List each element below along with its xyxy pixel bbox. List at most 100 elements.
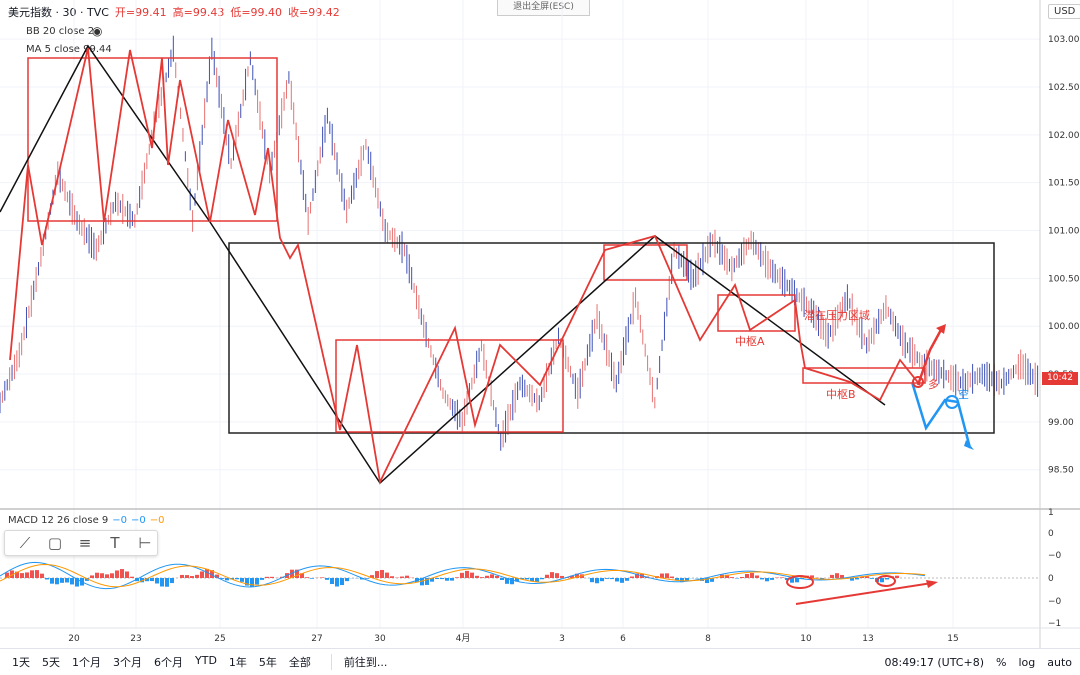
macd-legend: MACD 12 26 close 9 −0 −0 −0 <box>8 515 165 526</box>
macd-histogram-bar <box>345 578 349 582</box>
text-tool-icon[interactable]: T <box>110 534 120 552</box>
macd-histogram-bar <box>795 578 799 583</box>
range-button-4[interactable]: 6个月 <box>154 656 183 669</box>
macd-histogram-bar <box>200 571 204 578</box>
macd-histogram-bar <box>190 576 194 578</box>
x-tick-label: 13 <box>862 634 873 644</box>
x-tick-label: 27 <box>311 634 322 644</box>
macd-histogram-bar <box>835 573 839 578</box>
macd-histogram-bar <box>335 578 339 587</box>
high-value: 高=99.43 <box>172 6 225 19</box>
goto-date-button[interactable]: 前往到... <box>330 654 387 670</box>
macd-histogram-bar <box>725 574 729 578</box>
range-button-8[interactable]: 全部 <box>288 656 311 669</box>
macd-histogram-bar <box>215 574 219 578</box>
macd-histogram-bar <box>730 577 734 578</box>
macd-histogram-bar <box>290 569 294 578</box>
macd-histogram-bar <box>385 572 389 578</box>
macd-histogram-bar <box>575 573 579 578</box>
macd-histogram-bar <box>865 576 869 578</box>
trendline-tool-icon[interactable]: ⟋ <box>19 534 31 552</box>
symbol-label[interactable]: 美元指数 · 30 · TVC <box>8 6 109 19</box>
rectangle-tool-icon[interactable]: ▢ <box>47 534 63 552</box>
macd-histogram-bar <box>780 577 784 578</box>
low-value: 低=99.40 <box>230 6 283 19</box>
y-tick-label: 100.50 <box>1048 274 1080 284</box>
macd-histogram-bar <box>225 578 229 581</box>
macd-histogram-bar <box>35 570 39 578</box>
macd-histogram-bar <box>525 578 529 580</box>
macd-histogram-bar <box>635 573 639 578</box>
x-tick-label: 20 <box>68 634 80 644</box>
bb-indicator-label[interactable]: BB 20 close 2 <box>26 26 95 37</box>
percent-toggle[interactable]: % <box>996 655 1007 669</box>
macd-histogram-bar <box>665 573 669 578</box>
macd-histogram-bar <box>50 578 54 584</box>
macd-histogram-bar <box>40 573 44 578</box>
macd-histogram-bar <box>550 572 554 578</box>
macd-histogram-bar <box>790 578 794 583</box>
macd-histogram-bar <box>590 578 594 583</box>
range-button-7[interactable]: 5年 <box>258 656 277 669</box>
macd-tick-label: 0 <box>1048 574 1054 584</box>
exit-fullscreen-button[interactable]: 退出全屏(ESC) <box>497 0 590 16</box>
clock: 08:49:17 (UTC+8) <box>884 655 984 669</box>
range-button-6[interactable]: 1年 <box>228 656 247 669</box>
range-button-1[interactable]: 5天 <box>42 656 60 669</box>
range-button-0[interactable]: 1天 <box>12 656 30 669</box>
macd-histogram-bar <box>145 578 149 582</box>
y-tick-label: 102.50 <box>1048 83 1080 93</box>
macd-histogram-bar <box>125 571 129 578</box>
macd-histogram-bar <box>625 578 629 581</box>
x-tick-label: 3 <box>559 634 565 644</box>
macd-histogram-bar <box>860 576 864 578</box>
macd-histogram-bar <box>480 577 484 578</box>
auto-toggle[interactable]: auto <box>1047 655 1072 669</box>
range-button-3[interactable]: 3个月 <box>113 656 142 669</box>
macd-histogram-bar <box>870 578 874 579</box>
eye-icon[interactable]: ◉ <box>92 24 103 38</box>
macd-histogram-bar <box>750 573 754 578</box>
macd-histogram-bar <box>560 575 564 578</box>
macd-histogram-bar <box>630 576 634 578</box>
x-tick-label: 15 <box>947 634 958 644</box>
macd-histogram-bar <box>830 574 834 578</box>
macd-histogram-bar <box>535 578 539 582</box>
macd-histogram-bar <box>885 578 889 580</box>
macd-arrow-head <box>926 580 938 588</box>
currency-button[interactable]: USD <box>1048 4 1080 19</box>
long-arrow-head <box>936 324 946 334</box>
macd-histogram-bar <box>810 575 814 578</box>
log-toggle[interactable]: log <box>1018 655 1036 669</box>
macd-histogram-bar <box>760 578 764 580</box>
macd-histogram-bar <box>65 578 69 583</box>
ma-indicator-label[interactable]: MA 5 close 99.44 <box>26 44 112 55</box>
y-tick-label: 103.00 <box>1048 35 1080 45</box>
macd-histogram-bar <box>195 574 199 578</box>
macd-histogram-bar <box>670 576 674 578</box>
long-entry-circle <box>912 376 924 388</box>
fib-tool-icon[interactable]: ≡ <box>78 534 92 552</box>
x-tick-label: 23 <box>130 634 141 644</box>
macd-histogram-bar <box>450 578 454 581</box>
pivot-a-label: 中枢A <box>735 334 765 348</box>
macd-histogram-bar <box>210 570 214 578</box>
macd-histogram-bar <box>600 578 604 582</box>
macd-histogram-bar <box>465 570 469 578</box>
short-label: 空 <box>958 387 969 401</box>
bottom-toolbar: 1天 5天 1个月 3个月 6个月 YTD 1年 5年 全部 前往到... 08:49:17 (… <box>0 648 1080 675</box>
macd-histogram-bar <box>880 578 884 583</box>
macd-histogram-bar <box>270 576 274 578</box>
macd-histogram-bar <box>425 578 429 585</box>
range-button-2[interactable]: 1个月 <box>72 656 101 669</box>
macd-histogram-bar <box>405 575 409 578</box>
range-button-5[interactable]: YTD <box>195 654 217 667</box>
macd-label[interactable]: MACD 12 26 close 9 <box>8 515 109 526</box>
y-tick-label: 101.50 <box>1048 179 1080 189</box>
macd-histogram-bar <box>685 578 689 581</box>
measure-tool-icon[interactable]: ⊢ <box>138 534 152 552</box>
x-tick-label: 10 <box>800 634 812 644</box>
macd-histogram-bar <box>60 578 64 583</box>
